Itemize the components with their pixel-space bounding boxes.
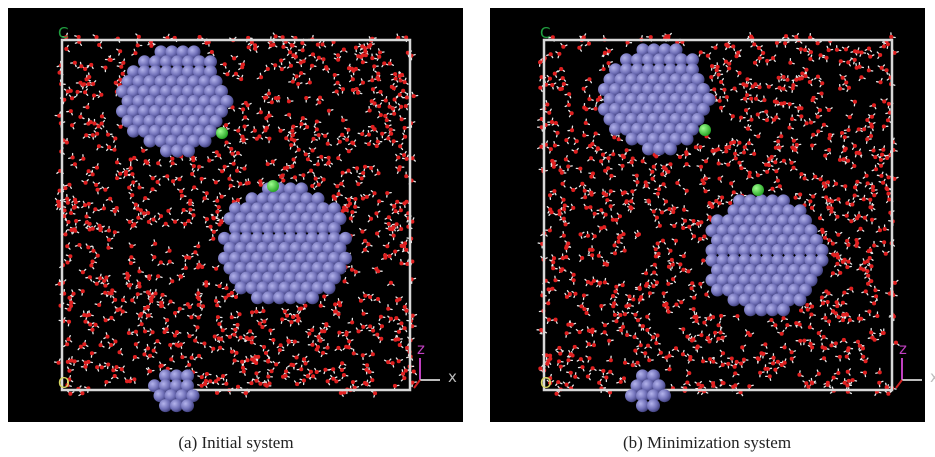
metal-atom (777, 303, 790, 316)
axis-label: C (58, 24, 68, 42)
metal-atom (323, 281, 336, 294)
ion (267, 180, 279, 192)
metal-atom (182, 144, 195, 157)
axis-label: O (540, 374, 552, 392)
axis-label: z (417, 340, 425, 358)
ion (699, 124, 711, 136)
axis-label: C (540, 24, 550, 42)
axis-label: O (58, 374, 70, 392)
metal-atom (181, 399, 194, 412)
panel-a: C Oz x (8, 8, 463, 422)
metal-atom (794, 293, 807, 306)
metal-atom (664, 142, 677, 155)
axis-label: x (448, 368, 457, 386)
metal-atom (306, 291, 319, 304)
caption: (a) Initial system (178, 433, 293, 452)
axis-label: x (930, 368, 935, 386)
figure: C Oz x C Oz x (a) Initial system (b) Minimiz… (0, 0, 935, 457)
metal-atom (647, 399, 660, 412)
ion (752, 184, 764, 196)
axis-label: z (899, 340, 907, 358)
ion (216, 127, 228, 139)
panel-b: C Oz x (490, 8, 935, 422)
metal-atom (199, 135, 212, 148)
metal-atom (681, 133, 694, 146)
caption: (b) Minimization system (623, 433, 791, 452)
metal-atom (658, 389, 671, 402)
